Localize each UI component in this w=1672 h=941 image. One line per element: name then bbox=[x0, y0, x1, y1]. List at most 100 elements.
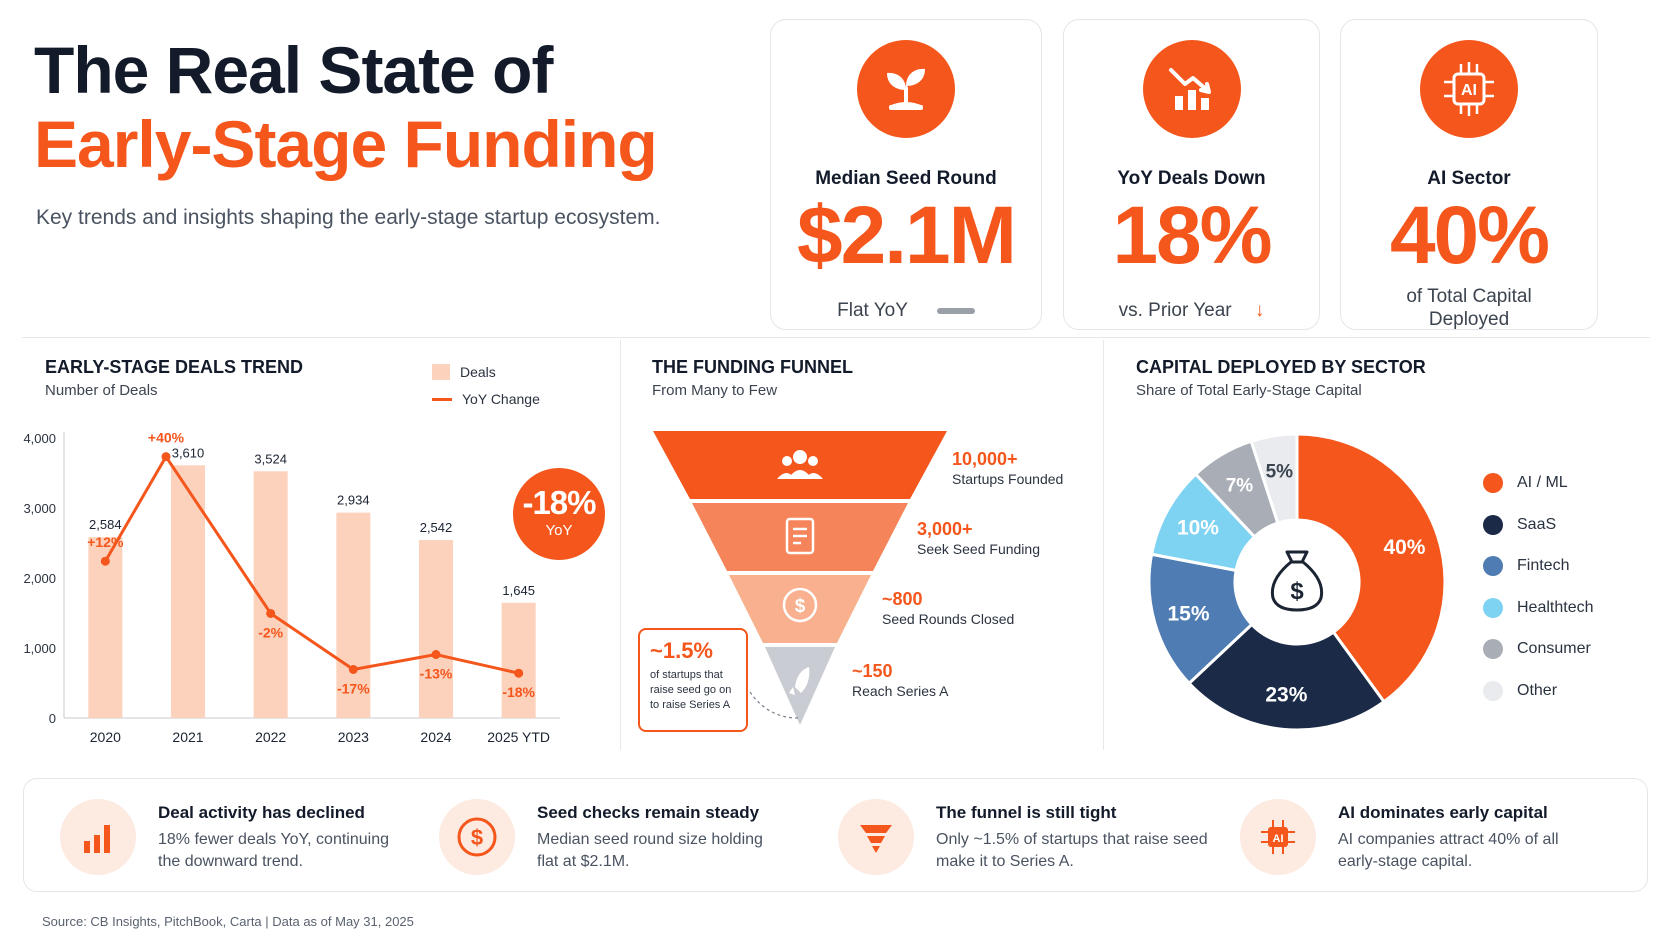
dollar-icon: $ bbox=[782, 587, 818, 623]
yoy-label: -17% bbox=[337, 680, 370, 696]
y-tick-label: 4,000 bbox=[23, 431, 56, 446]
legend-label: Other bbox=[1517, 681, 1558, 699]
insight-desc: 18% fewer deals YoY, continuing the down… bbox=[158, 831, 389, 871]
legend-label: Fintech bbox=[1517, 557, 1570, 574]
sector-legend-item: SaaS bbox=[1483, 514, 1557, 535]
pie-slice bbox=[1249, 432, 1299, 525]
kpi-value: 40% bbox=[1389, 190, 1550, 281]
legend-label: YoY Change bbox=[462, 391, 540, 407]
yoy-label: +12% bbox=[87, 534, 124, 550]
svg-text:$: $ bbox=[795, 596, 806, 617]
pie-slice-label: 40% bbox=[1383, 536, 1425, 559]
funnel-callout-value: ~1.5% bbox=[650, 638, 713, 663]
insight-funnel-tight: The funnel is still tight Only ~1.5% of … bbox=[838, 779, 1218, 893]
yoy-callout-label: YoY bbox=[545, 522, 573, 539]
callout-connector bbox=[749, 691, 799, 719]
legend-label: Deals bbox=[460, 364, 496, 380]
kpi-note: vs. Prior Year ↓ bbox=[1064, 300, 1319, 322]
svg-text:AI: AI bbox=[1461, 82, 1477, 99]
funnel-value: 3,000+ bbox=[917, 519, 973, 539]
x-tick-label: 2021 bbox=[172, 729, 203, 745]
y-tick-label: 0 bbox=[49, 711, 56, 726]
yoy-callout-value: -18% bbox=[522, 484, 596, 521]
svg-text:$: $ bbox=[471, 825, 483, 850]
document-icon bbox=[785, 517, 815, 555]
pie-slice-label: 7% bbox=[1226, 476, 1254, 497]
y-tick-label: 3,000 bbox=[23, 501, 56, 516]
bar-deals bbox=[171, 465, 205, 718]
title-line-2: Early-Stage Funding bbox=[34, 106, 658, 181]
kpi-card-ai-sector: AI AI Sector 40% of Total Capital Deploy… bbox=[1340, 19, 1598, 330]
declining-chart-icon bbox=[1142, 40, 1241, 138]
sector-legend-item: Healthtech bbox=[1483, 597, 1594, 618]
bar-deals bbox=[419, 540, 453, 718]
deals-chart-subtitle: Number of Deals bbox=[45, 382, 158, 399]
sector-chart-title: CAPITAL DEPLOYED BY SECTOR bbox=[1136, 357, 1426, 377]
yoy-line bbox=[104, 455, 519, 675]
money-bag-icon: $ bbox=[1270, 550, 1324, 612]
pie-slice-label: 5% bbox=[1266, 461, 1294, 482]
sector-legend-item: AI / ML bbox=[1483, 473, 1568, 493]
legend-dot bbox=[1483, 556, 1503, 576]
funnel-value: ~150 bbox=[852, 661, 893, 681]
dollar-icon: $ bbox=[439, 799, 515, 875]
kpi-note: Flat YoY bbox=[771, 300, 1041, 322]
bar-deals bbox=[336, 512, 371, 718]
funnel-label-4: ~150 Reach Series A bbox=[852, 660, 949, 700]
insight-seed-steady: $ Seed checks remain steady Median seed … bbox=[439, 779, 799, 893]
kpi-label: AI Sector bbox=[1427, 168, 1511, 189]
panel-divider bbox=[620, 340, 621, 750]
bar-deals bbox=[501, 602, 536, 718]
bar-deals bbox=[88, 537, 123, 718]
yoy-point bbox=[266, 608, 276, 618]
ai-chip-icon: AI bbox=[1240, 799, 1316, 875]
flat-dash-icon bbox=[936, 307, 975, 314]
insight-ai-dominates: AI AI dominates early capital AI compani… bbox=[1240, 779, 1620, 893]
bar-value-label: 2,584 bbox=[89, 517, 122, 532]
bar-chart-icon bbox=[60, 799, 136, 875]
x-tick-label: 2024 bbox=[420, 729, 451, 745]
kpi-label: YoY Deals Down bbox=[1117, 168, 1266, 189]
legend-label: SaaS bbox=[1517, 515, 1557, 533]
funnel-subtitle: From Many to Few bbox=[652, 382, 778, 399]
deals-chart: 0 1,000 2,000 3,000 4,000 2,584 2020 3,610 2021 3… bbox=[23, 430, 560, 745]
pie-slice-label: 10% bbox=[1177, 517, 1219, 540]
sector-chart-subtitle: Share of Total Early-Stage Capital bbox=[1136, 382, 1362, 399]
funnel-text: Seed Rounds Closed bbox=[882, 610, 1015, 627]
funnel-label-1: 10,000+ Startups Founded bbox=[952, 448, 1063, 488]
kpi-note-text: Flat YoY bbox=[837, 300, 908, 321]
y-tick-label: 1,000 bbox=[23, 641, 56, 656]
funnel-label-2: 3,000+ Seek Seed Funding bbox=[917, 518, 1040, 558]
pie-slice-label: 15% bbox=[1167, 603, 1209, 626]
yoy-label: -2% bbox=[258, 624, 283, 640]
x-tick-label: 2020 bbox=[90, 729, 121, 745]
kpi-card-median-seed: Median Seed Round $2.1M Flat YoY bbox=[770, 19, 1042, 330]
legend-dot bbox=[1483, 680, 1503, 701]
insight-title: The funnel is still tight bbox=[936, 803, 1117, 822]
yoy-point bbox=[514, 668, 524, 678]
funnel-label-3: ~800 Seed Rounds Closed bbox=[882, 588, 1014, 628]
funnel-stage-3 bbox=[729, 575, 871, 643]
source-footnote: Source: CB Insights, PitchBook, Carta | … bbox=[42, 914, 414, 929]
pie-slice bbox=[1147, 552, 1254, 686]
bar-value-label: 1,645 bbox=[502, 583, 535, 598]
kpi-note-text: of Total Capital Deployed bbox=[1406, 286, 1532, 330]
legend-dot bbox=[1483, 639, 1503, 659]
yoy-point bbox=[161, 452, 171, 462]
yoy-point bbox=[348, 664, 358, 674]
kpi-value: $2.1M bbox=[797, 190, 1017, 281]
funnel-stage-1 bbox=[653, 431, 947, 499]
yoy-label: -13% bbox=[420, 666, 453, 682]
yoy-label: -18% bbox=[502, 684, 535, 700]
funnel-callout-text: of startups that raise seed go on to rai… bbox=[650, 669, 732, 711]
legend-label: AI / ML bbox=[1517, 474, 1568, 491]
title-line-1: The Real State of bbox=[34, 33, 553, 107]
legend-dot bbox=[1483, 473, 1503, 493]
people-icon bbox=[777, 450, 823, 479]
panel-divider bbox=[1103, 340, 1104, 750]
insight-desc: Median seed round size holding flat at $… bbox=[537, 831, 763, 871]
funnel-text: Seek Seed Funding bbox=[917, 540, 1040, 557]
legend-dot bbox=[1483, 514, 1503, 535]
insights-bar: Deal activity has declined 18% fewer dea… bbox=[23, 778, 1648, 892]
insight-desc: Only ~1.5% of startups that raise seed m… bbox=[936, 831, 1208, 871]
